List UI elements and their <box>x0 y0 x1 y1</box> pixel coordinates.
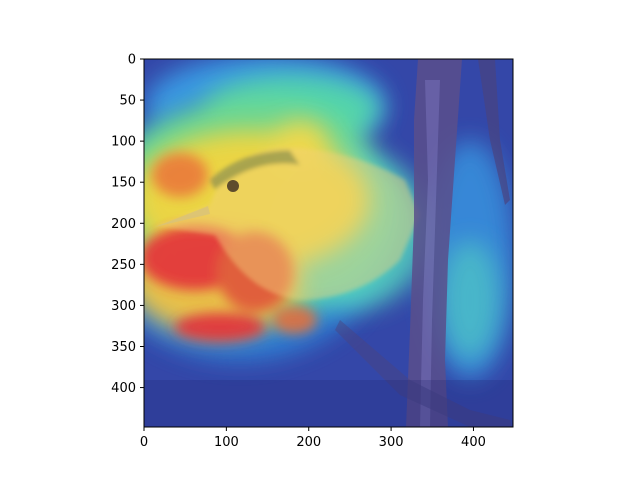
x-tick-label: 100 <box>214 435 239 450</box>
y-tick-label: 300 <box>111 299 136 314</box>
y-tick-label: 50 <box>119 94 136 109</box>
x-tick-label: 200 <box>296 435 321 450</box>
y-tick-label: 0 <box>128 53 136 68</box>
x-tick-label: 0 <box>140 435 148 450</box>
y-tick-label: 350 <box>111 340 136 355</box>
y-tick-label: 200 <box>111 217 136 232</box>
y-tick-label: 100 <box>111 135 136 150</box>
y-tick-label: 250 <box>111 258 136 273</box>
x-tick-label: 400 <box>461 435 486 450</box>
heatmap-image <box>144 59 513 427</box>
y-axis: 0 50 100 150 200 250 300 350 400 <box>111 53 144 396</box>
x-axis: 0 100 200 300 400 <box>140 427 486 450</box>
y-tick-label: 150 <box>111 176 136 191</box>
plot-frame <box>143 58 514 428</box>
y-tick-label: 400 <box>111 381 136 396</box>
x-tick-label: 300 <box>379 435 404 450</box>
